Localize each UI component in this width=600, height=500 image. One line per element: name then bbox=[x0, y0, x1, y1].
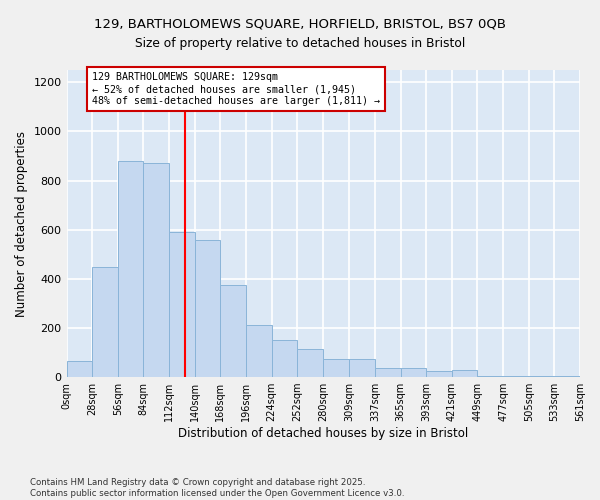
Bar bbox=[246, 326, 272, 377]
Bar bbox=[194, 240, 220, 377]
Bar bbox=[349, 358, 375, 377]
Bar bbox=[220, 285, 246, 377]
Bar bbox=[323, 358, 349, 377]
Bar bbox=[478, 376, 503, 377]
Y-axis label: Number of detached properties: Number of detached properties bbox=[15, 130, 28, 316]
Bar bbox=[118, 161, 143, 377]
Bar bbox=[297, 349, 323, 377]
Bar bbox=[67, 361, 92, 377]
Text: 129, BARTHOLOMEWS SQUARE, HORFIELD, BRISTOL, BS7 0QB: 129, BARTHOLOMEWS SQUARE, HORFIELD, BRIS… bbox=[94, 18, 506, 30]
Bar bbox=[375, 368, 401, 377]
Bar bbox=[503, 376, 529, 377]
Text: 129 BARTHOLOMEWS SQUARE: 129sqm
← 52% of detached houses are smaller (1,945)
48%: 129 BARTHOLOMEWS SQUARE: 129sqm ← 52% of… bbox=[92, 72, 380, 106]
Bar bbox=[143, 164, 169, 377]
Bar bbox=[272, 340, 297, 377]
Text: Size of property relative to detached houses in Bristol: Size of property relative to detached ho… bbox=[135, 38, 465, 51]
Text: Contains HM Land Registry data © Crown copyright and database right 2025.
Contai: Contains HM Land Registry data © Crown c… bbox=[30, 478, 404, 498]
Bar bbox=[169, 232, 194, 377]
Bar bbox=[92, 266, 118, 377]
Bar bbox=[452, 370, 478, 377]
X-axis label: Distribution of detached houses by size in Bristol: Distribution of detached houses by size … bbox=[178, 427, 469, 440]
Bar bbox=[401, 368, 426, 377]
Bar bbox=[554, 376, 580, 377]
Bar bbox=[529, 376, 554, 377]
Bar bbox=[426, 371, 452, 377]
